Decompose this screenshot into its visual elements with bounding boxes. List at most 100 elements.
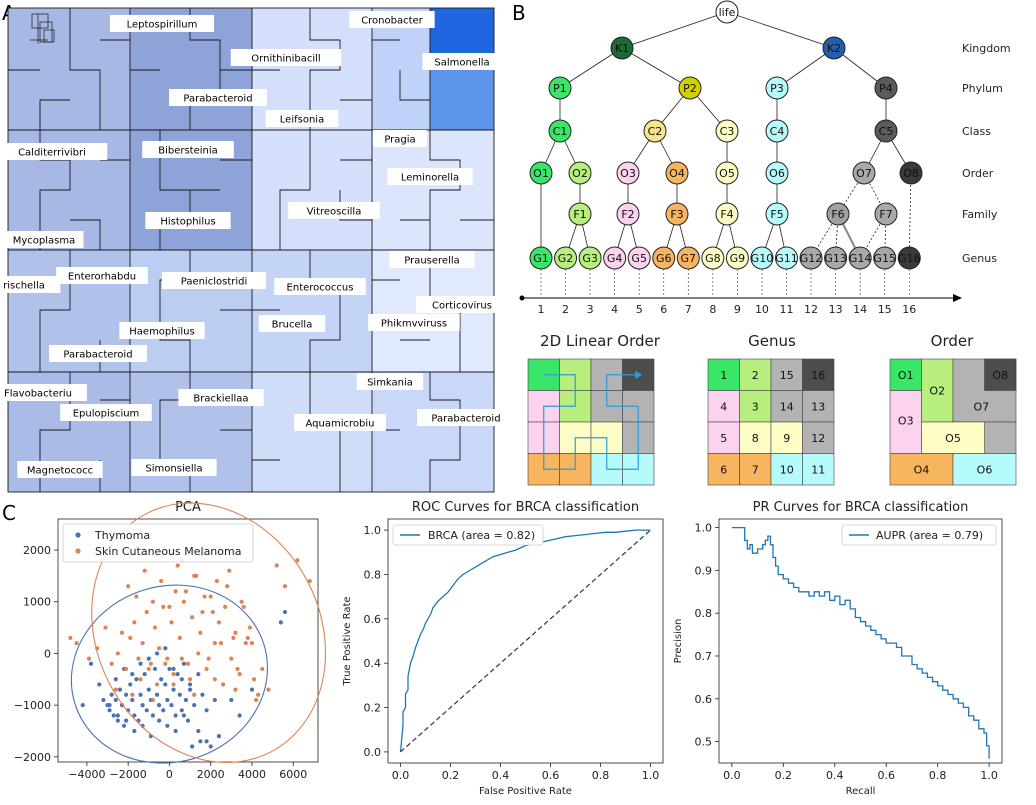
pca-point-melanoma [148, 661, 153, 666]
pca-point-melanoma [169, 620, 174, 625]
x-tick-label: 0.6 [542, 769, 560, 782]
tree-node-label-O8: O8 [903, 167, 919, 180]
pca-point-thymoma [115, 718, 120, 723]
y-tick-label: 0.8 [695, 607, 713, 620]
tree-node-O3 [616, 161, 640, 185]
order-cell-o6 [952, 453, 1017, 486]
tree-nodes: life K1 K2 P1 P2 P3 P4 C1 C2 C3 C4 C5 O1 O2 O3 O4 O5 O6 O7… [529, 0, 923, 270]
rank-label-family: Family [962, 208, 998, 221]
treemap-label-14: Enterorhabdu [68, 272, 136, 283]
tree-node-label-root: life [719, 6, 736, 19]
treemap-label-bg [119, 322, 205, 339]
treemap: Leptospirillum Cronobacter Ornithinibacill… [0, 7, 515, 493]
x-tick-label: 6000 [279, 768, 307, 781]
rank-label-kingdom: Kingdom [962, 42, 1011, 55]
pca-point-melanoma [274, 563, 279, 568]
chart-pca: PCA −4000 −2000 0 2000 4000 6000 −2000 −1000 0 100… [14, 500, 327, 781]
tree-node-C1 [548, 119, 572, 143]
genus-cell [770, 390, 803, 423]
treemap-label-1: Cronobacter [361, 16, 423, 27]
tree-node-label-G3: G3 [582, 252, 598, 265]
treemap-label-bg [230, 49, 342, 66]
pca-point-melanoma [216, 620, 222, 625]
tree-node-label-F6: F6 [831, 208, 844, 221]
x-tick-label: 2000 [197, 768, 225, 781]
panel-label-c: C [2, 501, 16, 525]
x-tick-label: 1.0 [980, 769, 998, 782]
tree-node-label-P3: P3 [770, 82, 784, 95]
treemap-small-cells [30, 13, 55, 44]
treemap-label-6: Pragia [384, 135, 415, 146]
treemap-label-17: rischella [3, 281, 45, 292]
pca-point-thymoma [185, 718, 191, 723]
pca-point-thymoma [229, 697, 234, 703]
roc-chance-line [400, 529, 651, 753]
tree-node-label-O7: O7 [856, 167, 872, 180]
pca-point-thymoma [179, 708, 184, 713]
tree-node-label-P4: P4 [879, 82, 893, 95]
genus-cell [802, 358, 835, 391]
axis-tick-8: 8 [709, 303, 716, 316]
treemap-label-bg [0, 276, 61, 293]
pca-point-thymoma [200, 692, 205, 697]
genus-cell-label: 7 [752, 463, 759, 476]
tree-node-label-G13: G13 [824, 252, 847, 265]
tree-node-O1 [529, 161, 553, 185]
tree-node-label-F7: F7 [879, 208, 892, 221]
genus-cell-label: 4 [720, 400, 727, 413]
pca-point-melanoma [171, 672, 176, 677]
tree-edge-O8-G16 [908, 172, 912, 259]
pca-point-thymoma [130, 697, 135, 703]
pca-point-melanoma [192, 692, 197, 697]
order-label-o1: O1 [898, 369, 914, 382]
rank-label-order: Order [962, 167, 994, 180]
tree-node-P3 [765, 76, 789, 100]
pca-point-melanoma [152, 625, 158, 630]
pca-point-thymoma [123, 718, 129, 723]
treemap-label-bg [265, 110, 339, 127]
pca-point-thymoma [196, 728, 201, 734]
treemap-label-5: Leifsonia [280, 115, 324, 126]
pca-point-melanoma [119, 630, 125, 635]
axis-tick-11: 11 [780, 303, 794, 316]
pca-point-melanoma [266, 687, 271, 692]
axis-tick-4: 4 [611, 303, 618, 316]
pca-point-thymoma [198, 739, 203, 744]
treemap-region-13 [372, 372, 494, 492]
grid-order: O1 O2 O8 O7 O3 O5 O4 O6 [889, 358, 1017, 486]
order-cell-o2 [921, 358, 954, 423]
tree-node-label-F1: F1 [573, 208, 586, 221]
treemap-label-7: Calditerrivibri [18, 148, 86, 159]
pca-point-melanoma [146, 666, 151, 672]
genus-cell [802, 453, 835, 486]
grid-title-genus: Genus [748, 332, 796, 350]
pca-point-thymoma [128, 682, 133, 687]
pca-point-melanoma [175, 563, 180, 568]
treemap-label-bg [288, 202, 380, 219]
pca-point-melanoma [177, 635, 182, 641]
pca-point-thymoma [169, 703, 174, 708]
pca-point-melanoma [190, 615, 195, 620]
y-tick-label: 0.6 [364, 613, 382, 626]
pca-point-thymoma [192, 703, 197, 708]
pca-point-melanoma [231, 635, 236, 641]
treemap-label-bg [274, 278, 366, 295]
pr-curve [731, 526, 990, 759]
grid-genus: 1 2 15 164 3 14 135 8 9 126 7 10 11 [707, 358, 835, 486]
treemap-label-bg [0, 143, 108, 160]
roc-legend-box [392, 524, 544, 546]
tree-node-label-G5: G5 [631, 252, 647, 265]
treemap-label-bg [178, 389, 264, 406]
tree-node-label-G7: G7 [681, 252, 697, 265]
pca-point-thymoma [187, 687, 193, 692]
treemap-label-bg [368, 314, 460, 331]
pca-point-thymoma [97, 682, 102, 687]
pca-point-thymoma [146, 687, 151, 692]
tree-node-F1 [568, 202, 592, 226]
pca-point-thymoma [161, 708, 166, 713]
pca-point-thymoma [177, 692, 182, 697]
treemap-label-22: Parabacteroid [63, 350, 132, 361]
pca-legend-box [62, 523, 254, 563]
pca-point-melanoma [241, 604, 246, 609]
treemap-label-bg [49, 345, 147, 362]
